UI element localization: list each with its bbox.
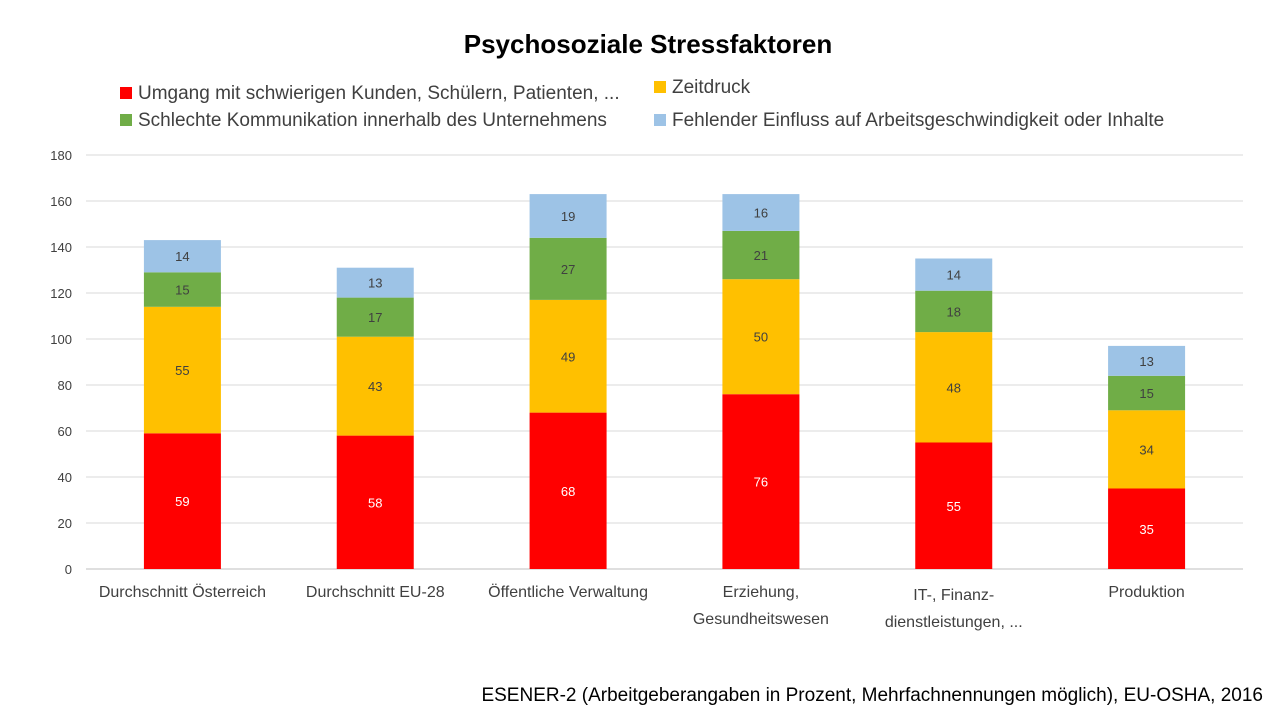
bar-stack: 35 34 15 13 [1108,345,1186,569]
bar-segment [143,306,221,434]
y-tick-label: 180 [50,148,72,163]
legend-item: Zeitdruck [654,77,751,98]
y-tick-label: 140 [50,240,72,255]
x-axis: Durchschnitt Österreich Durchschnitt EU-2… [99,583,1185,631]
data-label: 68 [561,484,575,499]
bar-segment [336,297,414,337]
bar-segment [1108,488,1186,569]
legend-item: Fehlender Einfluss auf Arbeitsgeschwindi… [654,110,1164,131]
x-category-label: Durchschnitt Österreich [99,583,266,601]
bar-stack: 68 49 27 19 [529,194,607,569]
data-label: 14 [947,268,961,283]
legend-label: Fehlender Einfluss auf Arbeitsgeschwindi… [672,110,1164,131]
data-label: 43 [368,379,382,394]
y-tick-label: 80 [58,378,72,393]
bar-segment [143,240,221,273]
bar-segment [915,442,993,569]
y-tick-label: 0 [65,562,72,577]
data-label: 21 [754,248,768,263]
data-label: 34 [1139,442,1153,457]
bar-segment [722,394,800,569]
legend: Umgang mit schwierigen Kunden, Schülern,… [120,77,1164,131]
data-label: 16 [754,206,768,221]
bars: 59 55 15 14 58 43 17 13 68 49 27 19 76 50 21 16 55 48 18 14… [143,194,1186,569]
bar-segment [915,332,993,443]
bar-segment [336,267,414,298]
legend-label: Umgang mit schwierigen Kunden, Schülern,… [138,83,620,104]
y-tick-label: 40 [58,470,72,485]
x-category-label: Gesundheitswesen [693,611,829,628]
bar-segment [1108,345,1186,376]
bar-segment [529,194,607,238]
data-label: 13 [368,276,382,291]
y-tick-label: 60 [58,424,72,439]
y-tick-label: 160 [50,194,72,209]
gridlines [86,154,1243,570]
data-label: 50 [754,330,768,345]
bar-stack: 76 50 21 16 [722,194,800,569]
legend-label: Schlechte Kommunikation innerhalb des Un… [138,110,607,131]
y-tick-label: 120 [50,286,72,301]
data-label: 14 [175,249,189,264]
bar-stack: 59 55 15 14 [143,240,221,569]
x-category-label: Durchschnitt EU-28 [306,584,445,601]
legend-swatch [120,87,132,99]
legend-swatch [654,114,666,126]
data-label: 18 [947,304,961,319]
data-label: 17 [368,310,382,325]
data-label: 19 [561,209,575,224]
bar-segment [336,336,414,436]
bar-segment [722,194,800,231]
x-category-label: Öffentliche Verwaltung [488,583,648,601]
bar-segment [143,272,221,307]
y-tick-label: 100 [50,332,72,347]
bar-segment [529,299,607,413]
legend-label: Zeitdruck [672,77,751,98]
source-note: ESENER-2 (Arbeitgeberangaben in Prozent,… [481,685,1263,706]
legend-item: Umgang mit schwierigen Kunden, Schülern,… [120,83,620,104]
data-label: 55 [947,499,961,514]
data-label: 49 [561,349,575,364]
y-axis: 0 20 40 60 80 100 120 140 160 180 [50,148,72,577]
data-label: 59 [175,494,189,509]
bar-segment [336,435,414,569]
bar-segment [915,290,993,333]
bar-stack: 55 48 18 14 [915,258,993,569]
y-tick-label: 20 [58,516,72,531]
chart-title: Psychosoziale Stressfaktoren [464,29,833,59]
bar-segment [915,258,993,291]
x-category-label: dienstleistungen, ... [885,614,1023,631]
bar-segment [1108,410,1186,489]
x-category-label: IT-, Finanz- [913,587,994,604]
bar-stack: 58 43 17 13 [336,267,414,569]
bar-segment [143,433,221,569]
bar-segment [722,279,800,395]
bar-segment [722,230,800,280]
legend-swatch [654,81,666,93]
data-label: 13 [1139,354,1153,369]
data-label: 15 [1139,386,1153,401]
data-label: 58 [368,495,382,510]
bar-segment [529,237,607,300]
legend-swatch [120,114,132,126]
x-category-label: Produktion [1108,584,1185,601]
bar-segment [1108,375,1186,411]
data-label: 48 [947,380,961,395]
data-label: 15 [175,283,189,298]
data-label: 76 [754,475,768,490]
legend-item: Schlechte Kommunikation innerhalb des Un… [120,110,607,131]
bar-segment [529,412,607,569]
x-category-label: Erziehung, [723,584,800,601]
data-label: 35 [1139,522,1153,537]
data-label: 27 [561,262,575,277]
data-label: 55 [175,363,189,378]
